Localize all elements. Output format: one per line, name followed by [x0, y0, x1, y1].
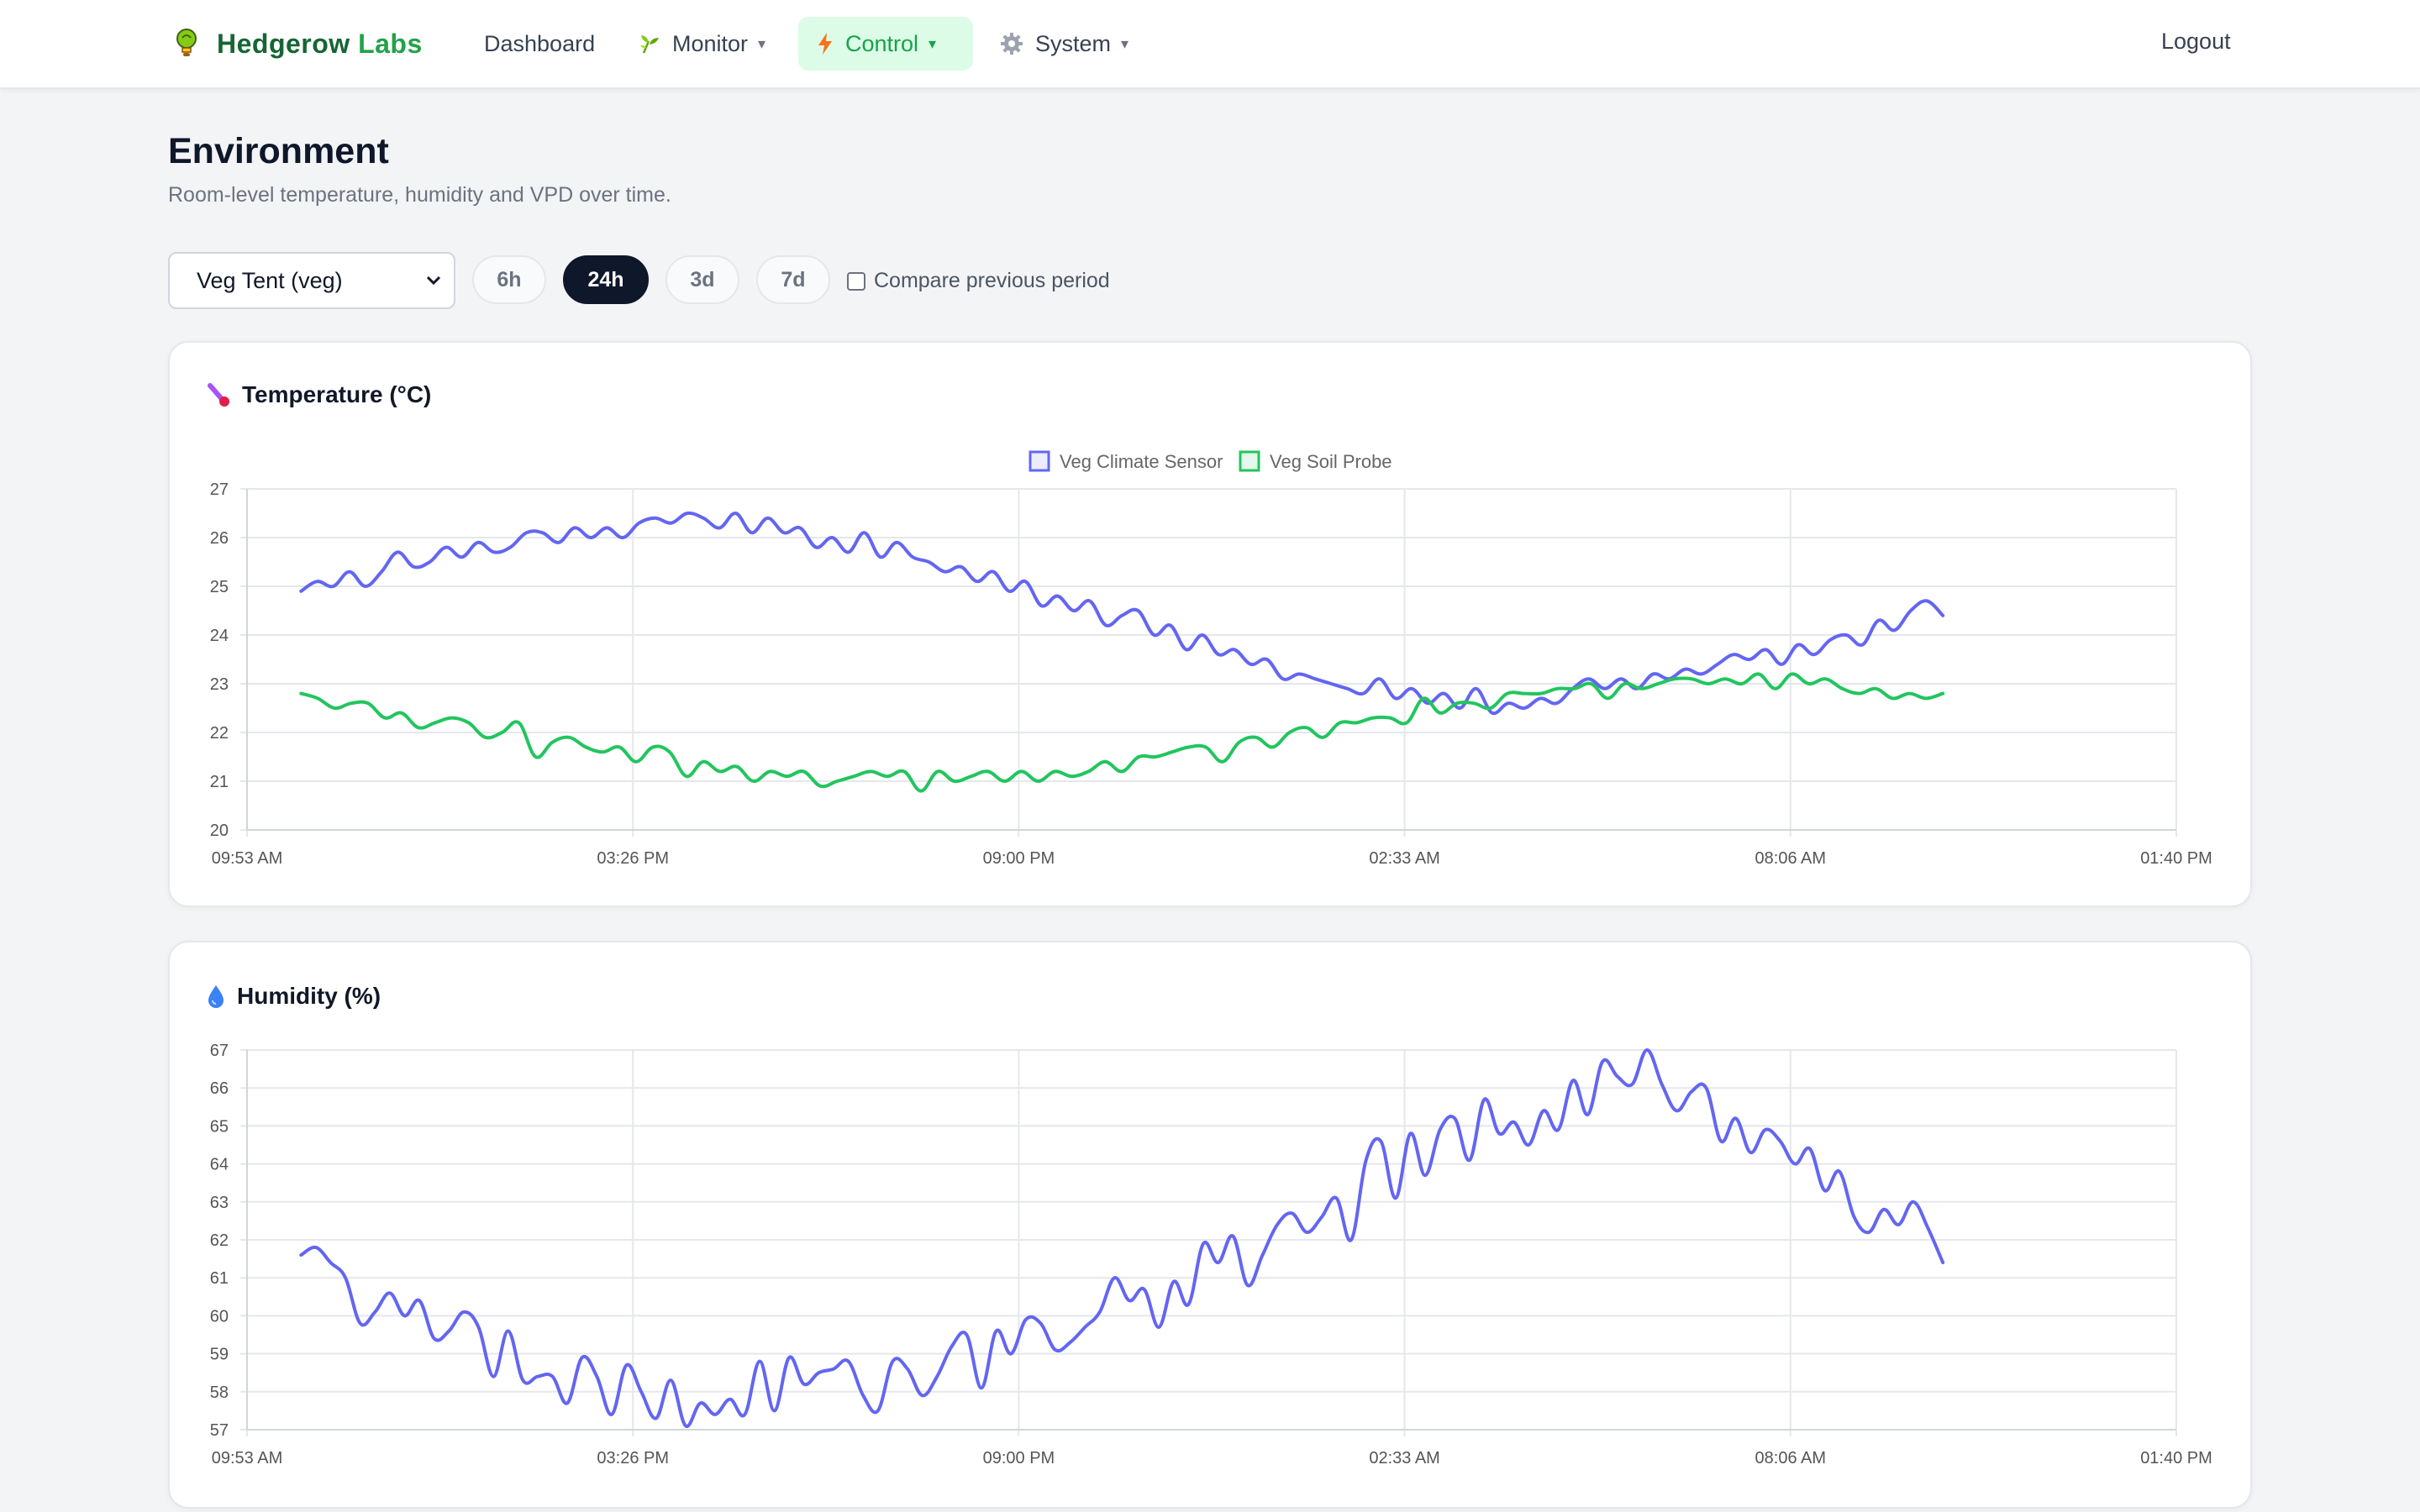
lightbulb-icon	[176, 29, 197, 56]
y-tick-label: 27	[210, 480, 229, 499]
nav-dashboard-label: Dashboard	[484, 30, 596, 56]
compare-previous-toggle[interactable]: Compare previous period	[847, 269, 1110, 293]
top-navbar: Hedgerow Labs Dashboard Monitor ▾ Contro…	[0, 0, 2420, 89]
range-3d-button[interactable]: 3d	[666, 255, 739, 304]
gear-icon	[1000, 32, 1023, 55]
humidity-card: Humidity (%) 57 58 59 60 61 62 63 64 65 66 67 09:53…	[168, 941, 2252, 1509]
sprout-icon	[639, 33, 660, 55]
legend-swatch-soil-probe[interactable]	[1239, 450, 1260, 472]
x-tick-label: 01:40 PM	[2140, 849, 2212, 868]
temperature-chart: Veg Climate Sensor Veg Soil Probe 20 21 22…	[210, 450, 2212, 868]
room-select-value: Veg Tent (veg)	[197, 267, 343, 293]
legend-label-soil-probe[interactable]: Veg Soil Probe	[1270, 451, 1392, 472]
range-7d-button[interactable]: 7d	[756, 255, 830, 304]
series-line-humidity[interactable]	[299, 1048, 1945, 1428]
chevron-down-icon: ▾	[758, 34, 766, 52]
brand-name: Hedgerow Labs	[217, 28, 423, 59]
y-tick-label: 67	[210, 1042, 229, 1060]
y-tick-label: 26	[210, 529, 229, 548]
nav-control[interactable]: Control ▾	[798, 17, 973, 71]
nav-monitor-label: Monitor	[672, 30, 749, 56]
y-tick-label: 58	[210, 1383, 229, 1402]
y-tick-label: 21	[210, 773, 229, 791]
y-tick-label: 66	[210, 1079, 229, 1098]
x-tick-label: 02:33 AM	[1369, 1449, 1440, 1467]
range-6h-button[interactable]: 6h	[472, 255, 546, 304]
legend-label-climate-sensor[interactable]: Veg Climate Sensor	[1060, 451, 1223, 472]
nav-monitor[interactable]: Monitor ▾	[620, 17, 784, 71]
y-tick-label: 65	[210, 1117, 229, 1136]
x-tick-label: 08:06 AM	[1755, 849, 1827, 868]
y-tick-label: 23	[210, 675, 229, 694]
logout-link[interactable]: Logout	[2161, 29, 2231, 54]
y-tick-label: 25	[210, 578, 229, 596]
x-tick-label: 09:53 AM	[212, 849, 283, 868]
chevron-down-icon: ▾	[929, 34, 937, 52]
droplet-icon	[207, 984, 225, 1009]
x-tick-label: 02:33 AM	[1369, 849, 1440, 868]
chevron-down-icon	[426, 276, 441, 286]
y-tick-label: 22	[210, 724, 229, 743]
x-tick-label: 09:00 PM	[983, 1449, 1055, 1467]
humidity-card-title: Humidity (%)	[207, 983, 381, 1010]
nav-control-label: Control	[845, 30, 919, 56]
chevron-down-icon: ▾	[1121, 34, 1129, 52]
y-tick-label: 20	[210, 822, 229, 840]
thermometer-icon	[207, 382, 230, 407]
lightning-icon	[817, 32, 834, 55]
page-title: Environment	[168, 131, 389, 171]
y-tick-label: 64	[210, 1156, 229, 1174]
x-tick-label: 08:06 AM	[1755, 1449, 1827, 1467]
nav-system-label: System	[1035, 30, 1112, 56]
chart-grid: 20 21 22 23 24 25 26 27 09:53 AM 03:26 PM 09:00 PM…	[210, 480, 2212, 868]
x-tick-label: 01:40 PM	[2140, 1449, 2212, 1467]
x-tick-label: 03:26 PM	[597, 849, 669, 868]
humidity-chart: 57 58 59 60 61 62 63 64 65 66 67 09:53 AM 03:26 PM 09…	[210, 1042, 2212, 1467]
y-tick-label: 57	[210, 1421, 229, 1440]
legend-swatch-climate-sensor[interactable]	[1028, 450, 1050, 472]
y-tick-label: 59	[210, 1346, 229, 1364]
x-tick-label: 09:53 AM	[212, 1449, 283, 1467]
y-tick-label: 24	[210, 627, 229, 645]
page-subtitle: Room-level temperature, humidity and VPD…	[168, 183, 671, 207]
temperature-card: Temperature (°C) Veg Climate Sensor Veg …	[168, 341, 2252, 907]
x-tick-label: 03:26 PM	[597, 1449, 669, 1467]
y-tick-label: 60	[210, 1307, 229, 1326]
room-select[interactable]: Veg Tent (veg)	[168, 252, 455, 309]
temperature-card-title: Temperature (°C)	[207, 381, 431, 408]
series-line-veg-soil-probe[interactable]	[299, 672, 1945, 793]
temperature-legend: Veg Climate Sensor Veg Soil Probe	[1028, 450, 1392, 472]
y-tick-label: 62	[210, 1231, 229, 1250]
nav-dashboard[interactable]: Dashboard	[466, 17, 613, 71]
y-tick-label: 63	[210, 1194, 229, 1212]
brand-logo[interactable]: Hedgerow Labs	[173, 22, 423, 66]
chart-grid: 57 58 59 60 61 62 63 64 65 66 67 09:53 AM 03:26 PM 09…	[210, 1042, 2212, 1467]
compare-checkbox[interactable]	[847, 271, 865, 291]
y-tick-label: 61	[210, 1269, 229, 1288]
x-tick-label: 09:00 PM	[983, 849, 1055, 868]
compare-label: Compare previous period	[874, 269, 1110, 292]
range-24h-button[interactable]: 24h	[563, 255, 649, 304]
nav-system[interactable]: System ▾	[981, 17, 1147, 71]
